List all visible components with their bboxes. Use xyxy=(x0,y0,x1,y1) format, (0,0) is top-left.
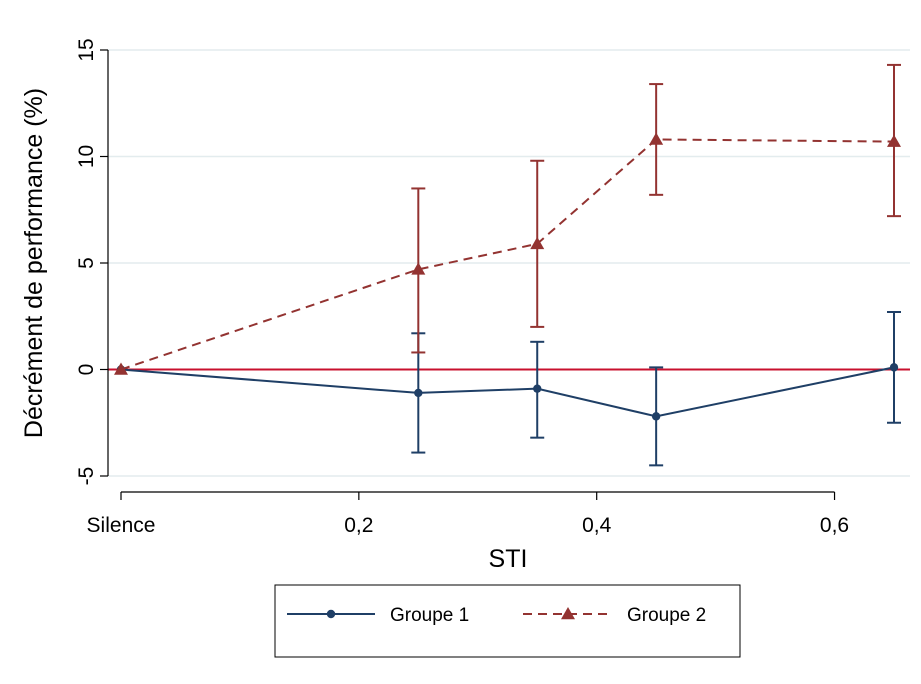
data-point-s2-3 xyxy=(649,132,664,145)
data-point-s2-2 xyxy=(530,236,545,250)
data-point-s1-1 xyxy=(414,388,423,398)
series-group xyxy=(114,63,901,467)
y-tick-label-2: 5 xyxy=(75,257,98,269)
data-point-s1-3 xyxy=(651,412,661,421)
legend-label-1: Groupe 1 xyxy=(390,605,469,626)
data-point-s2-4 xyxy=(887,134,901,147)
x-tick-label-2: 0,4 xyxy=(582,514,612,537)
x-axis-title: STI xyxy=(489,545,528,573)
data-point-s1-4 xyxy=(889,363,899,372)
x-tick-label-3: 0,6 xyxy=(820,514,849,537)
data-point-s2-1 xyxy=(411,262,426,275)
y-tick-label-1: 0 xyxy=(75,364,98,376)
x-tick-label-0: Silence xyxy=(87,514,156,537)
y-tick-label-3: 10 xyxy=(75,145,98,168)
y-tick-label-0: -5 xyxy=(75,467,98,486)
legend-marker-1 xyxy=(326,609,336,619)
axes: -5 0 5 10 15 Silence 0,2 0,4 0,6 xyxy=(75,38,849,537)
y-tick-label-4: 15 xyxy=(75,38,98,61)
legend-box xyxy=(274,584,741,658)
legend-label-2: Groupe 2 xyxy=(627,605,706,626)
y-axis-title: Décrément de performance (%) xyxy=(20,88,48,438)
data-point-s2-0 xyxy=(114,362,128,375)
legend: Groupe 1 Groupe 2 xyxy=(274,584,741,658)
legend-marker-2 xyxy=(561,607,575,620)
data-point-s1-2 xyxy=(533,384,542,393)
x-tick-label-1: 0,2 xyxy=(344,514,373,537)
series-2 xyxy=(114,63,901,375)
